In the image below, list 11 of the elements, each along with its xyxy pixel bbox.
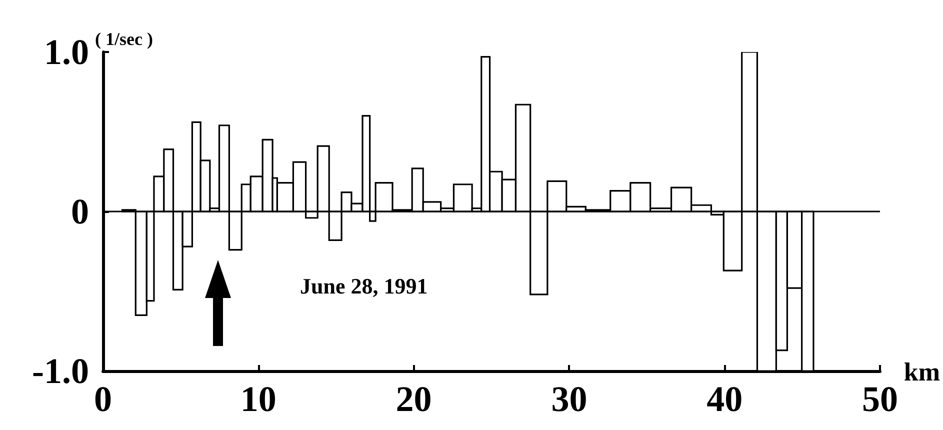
y-tick-label: 0: [71, 192, 89, 232]
x-tick-label: 40: [706, 379, 743, 419]
x-axis-title: km: [904, 358, 940, 386]
x-tick-label: 50: [862, 379, 898, 419]
y-tick-label: 1.0: [44, 32, 89, 72]
x-tick-label: 30: [551, 379, 588, 419]
x-tick-label: 20: [396, 379, 432, 419]
annotation: June 28, 1991: [300, 274, 428, 298]
x-tick-label: 10: [240, 379, 276, 419]
y-axis-title: ( 1/sec ): [95, 29, 153, 49]
y-tick-label: -1.0: [32, 351, 89, 391]
